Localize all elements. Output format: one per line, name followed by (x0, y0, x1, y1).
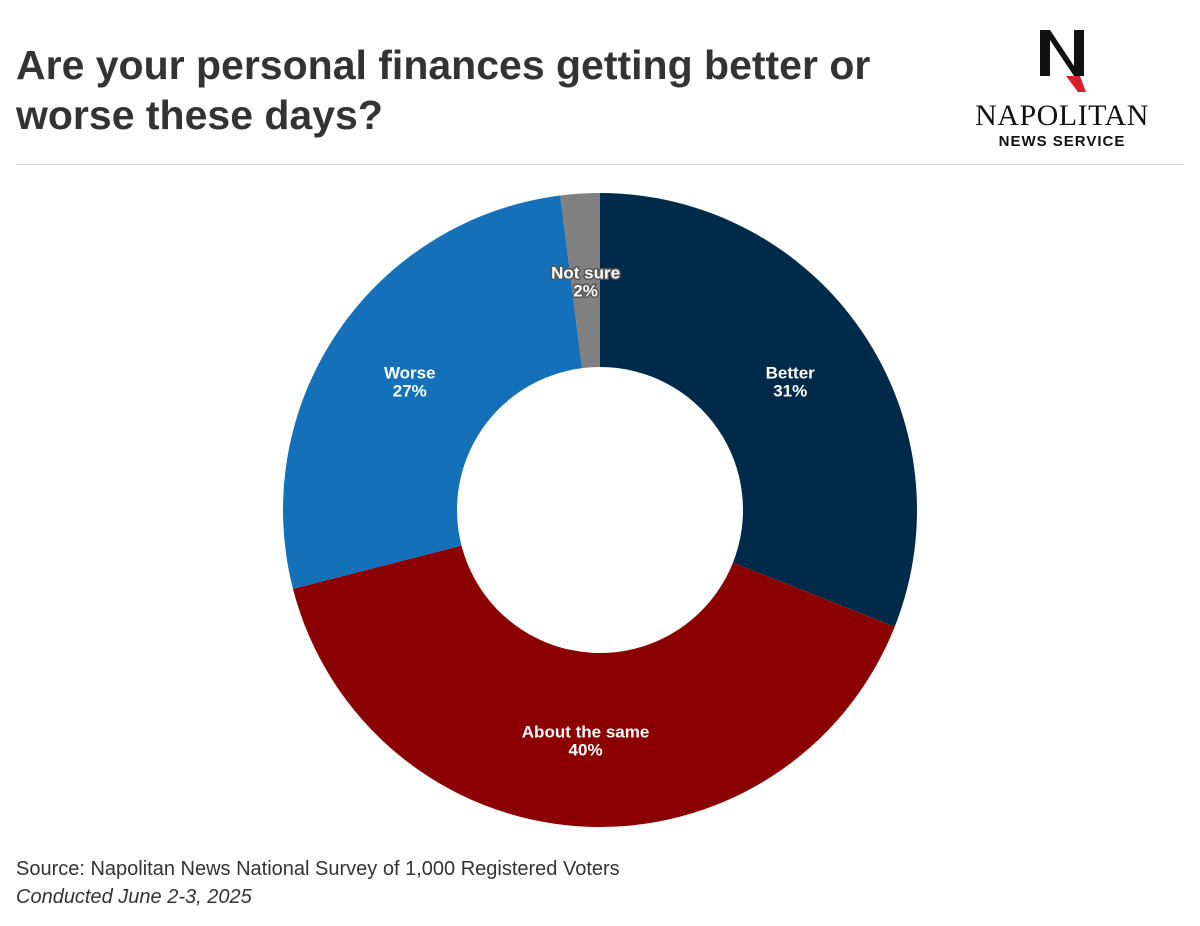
conducted-date: Conducted June 2-3, 2025 (16, 886, 252, 908)
donut-slice-not-sure (560, 193, 600, 369)
slice-category-label: About the same (522, 723, 650, 742)
slice-value-label: 40% (569, 741, 603, 760)
slice-value-label: 2% (573, 281, 598, 300)
donut-slice-better (600, 193, 917, 627)
slice-category-label: Not sure (551, 263, 620, 282)
donut-chart: Better 31% About the same 40% Worse 27% Not su… (0, 166, 1200, 846)
chart-title: Are your personal finances getting bette… (16, 42, 871, 138)
brand-logo: NAPOLITAN NEWS SERVICE (962, 26, 1162, 152)
eagle-n-logo-icon (1040, 30, 1086, 92)
brand-subtitle: NEWS SERVICE (998, 133, 1126, 150)
donut-slice-about-the-same (292, 545, 895, 827)
source-note: Source: Napolitan News National Survey o… (16, 858, 620, 880)
slice-category-label: Worse (384, 364, 436, 383)
donut-slice-worse (283, 195, 583, 589)
slice-category-label: Better (766, 364, 816, 383)
slice-value-label: 31% (773, 382, 807, 401)
header-divider (16, 164, 1184, 165)
brand-name: NAPOLITAN (975, 99, 1149, 132)
slice-value-label: 27% (393, 382, 427, 401)
